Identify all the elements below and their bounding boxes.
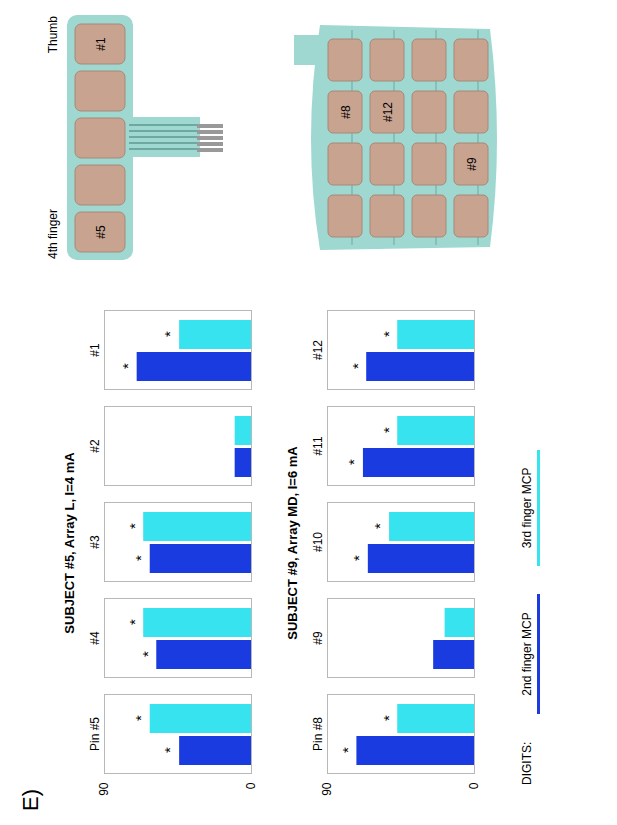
svg-text:#10: #10 <box>311 532 325 552</box>
svg-text:*: * <box>126 619 143 625</box>
svg-text:#3: #3 <box>88 535 102 549</box>
svg-text:#2: #2 <box>88 439 102 453</box>
svg-text:Thumb: Thumb <box>46 16 60 54</box>
svg-text:*: * <box>380 427 397 433</box>
svg-text:90: 90 <box>97 782 111 796</box>
svg-text:0: 0 <box>244 782 257 789</box>
svg-text:#11: #11 <box>311 436 325 455</box>
svg-text:#1: #1 <box>88 343 102 357</box>
svg-text:*: * <box>139 651 156 657</box>
svg-text:*: * <box>132 715 149 721</box>
svg-text:*: * <box>345 459 362 465</box>
svg-text:#12: #12 <box>381 102 395 122</box>
html-text:SUBJECT #9, Array MD, I=6 mA: SUBJECT #9, Array MD, I=6 mA <box>285 446 300 640</box>
svg-text:#12: #12 <box>311 340 325 360</box>
svg-text:Pin #8: Pin #8 <box>311 717 325 751</box>
svg-text:4th finger: 4th finger <box>46 209 60 259</box>
html-text:E): E) <box>18 789 43 811</box>
svg-text:*: * <box>350 555 367 561</box>
svg-text:#9: #9 <box>311 631 325 645</box>
svg-text:*: * <box>119 363 136 369</box>
svg-text:#9: #9 <box>465 157 479 171</box>
html-text:DIGITS:: DIGITS: <box>520 741 534 785</box>
html-text:3rd finger MCP: 3rd finger MCP <box>520 467 534 549</box>
svg-text:*: * <box>132 555 149 561</box>
svg-text:#5: #5 <box>94 225 108 239</box>
svg-text:#4: #4 <box>88 631 102 645</box>
svg-text:*: * <box>349 363 366 369</box>
svg-text:*: * <box>380 715 397 721</box>
svg-text:Pin #5: Pin #5 <box>88 717 102 751</box>
svg-text:*: * <box>380 331 397 337</box>
svg-text:*: * <box>161 747 178 753</box>
html-text:SUBJECT #5, Array L, I=4 mA: SUBJECT #5, Array L, I=4 mA <box>62 452 77 634</box>
svg-text:*: * <box>126 523 143 529</box>
svg-text:90: 90 <box>320 782 334 796</box>
svg-text:*: * <box>371 523 388 529</box>
html-text:2nd finger MCP: 2nd finger MCP <box>520 612 534 696</box>
svg-text:0: 0 <box>467 782 480 789</box>
svg-text:#8: #8 <box>339 105 353 119</box>
svg-text:#1: #1 <box>94 37 108 51</box>
svg-text:*: * <box>161 331 178 337</box>
svg-text:*: * <box>339 747 356 753</box>
